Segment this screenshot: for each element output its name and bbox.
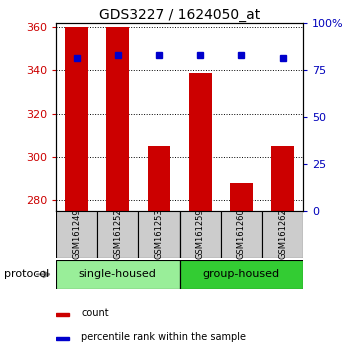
Text: group-housed: group-housed xyxy=(203,269,280,279)
Bar xyxy=(271,146,294,211)
Bar xyxy=(56,313,69,316)
Bar xyxy=(230,183,253,211)
Bar xyxy=(148,146,170,211)
Bar xyxy=(106,27,129,211)
Bar xyxy=(56,337,69,340)
Bar xyxy=(65,27,88,211)
Bar xyxy=(180,211,221,258)
Bar xyxy=(56,260,180,289)
Text: GSM161252: GSM161252 xyxy=(113,208,122,259)
Bar xyxy=(180,260,303,289)
Text: count: count xyxy=(81,308,109,318)
Text: GSM161259: GSM161259 xyxy=(196,208,205,259)
Text: percentile rank within the sample: percentile rank within the sample xyxy=(81,332,246,342)
Bar xyxy=(262,211,303,258)
Text: single-housed: single-housed xyxy=(79,269,157,279)
Text: GSM161253: GSM161253 xyxy=(155,208,164,259)
Bar xyxy=(189,73,212,211)
Text: GSM161260: GSM161260 xyxy=(237,208,246,259)
Text: GSM161262: GSM161262 xyxy=(278,208,287,259)
Bar xyxy=(97,211,138,258)
Text: GSM161249: GSM161249 xyxy=(72,208,81,259)
Title: GDS3227 / 1624050_at: GDS3227 / 1624050_at xyxy=(99,8,260,22)
Bar xyxy=(221,211,262,258)
Text: protocol: protocol xyxy=(4,269,49,279)
Bar xyxy=(138,211,180,258)
Bar xyxy=(56,211,97,258)
